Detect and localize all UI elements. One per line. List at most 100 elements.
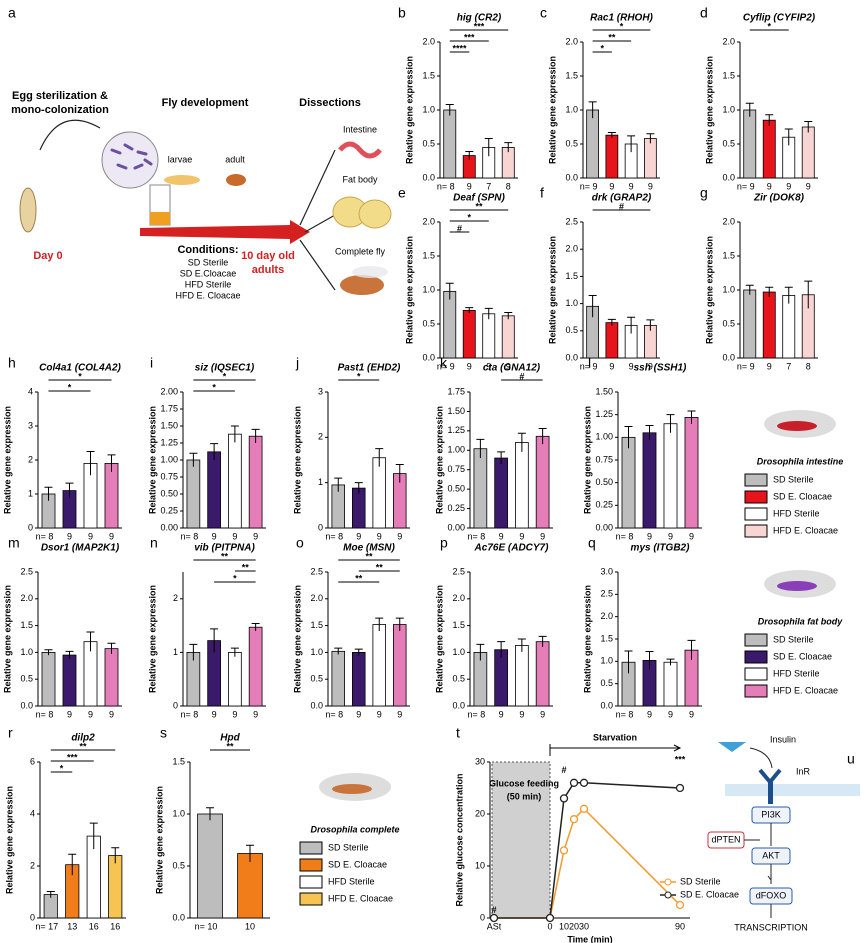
point	[545, 913, 555, 923]
n-label: 9	[647, 709, 652, 719]
n-label: n= 8	[36, 531, 54, 541]
step-label: mono-colonization	[11, 104, 109, 116]
y-tick-label: 1.00	[447, 445, 465, 455]
y-axis-label: Relative gene expression	[147, 585, 157, 693]
bar	[443, 109, 457, 179]
y-tick-label: 2.0	[422, 36, 435, 46]
y-tick-label: 0	[173, 700, 178, 710]
pathway: u Insulin InR PI3K dPTEN AKT dFOXO TRANS…	[707, 734, 860, 932]
legend-title: Drosophila complete	[310, 824, 399, 834]
error-bar	[206, 807, 214, 821]
legend-label: HFD Sterile	[328, 876, 375, 886]
y-tick-label: 0.25	[447, 503, 465, 513]
significance-label: ****	[452, 43, 467, 53]
y-tick-label: 1.5	[310, 620, 323, 630]
y-tick-label: 0.75	[160, 471, 178, 481]
error-bar	[645, 651, 654, 670]
y-tick-label: 0	[30, 912, 35, 922]
point	[675, 783, 685, 793]
n-label: 9	[609, 361, 614, 371]
y-tick-label: 1.5	[172, 756, 185, 766]
y-tick-label: 0.0	[600, 700, 613, 710]
bar	[351, 487, 366, 529]
bar	[482, 313, 496, 359]
y-tick-label: 0.5	[600, 678, 613, 688]
y-axis-label: Relative gene expression	[434, 585, 444, 693]
n-label: 7	[486, 181, 491, 191]
chart-title: dilp2	[71, 733, 95, 744]
error-bar	[784, 128, 793, 146]
y-axis-label: Relative gene expression	[547, 56, 557, 164]
y-tick-label: 1.5	[452, 620, 465, 630]
error-bar	[646, 319, 655, 331]
error-bar	[538, 428, 547, 445]
error-bar	[745, 284, 754, 295]
y-tick-label: 1	[28, 488, 33, 498]
schematic: a Egg sterilization & mono-colonization …	[8, 5, 392, 300]
y-tick-label: 0.0	[422, 172, 435, 182]
n-label: 9	[377, 709, 382, 719]
y-tick-label: 1.5	[600, 633, 613, 643]
condition: SD E.Cloacae	[180, 268, 237, 278]
chart-title: Col4a1 (COL4A2)	[39, 363, 121, 374]
bar	[443, 290, 457, 359]
y-tick-label: 1.50	[160, 420, 178, 430]
error-bar	[517, 638, 526, 652]
y-tick-label: 0.5	[310, 674, 323, 684]
point	[569, 778, 579, 787]
n-label: 9	[67, 531, 72, 541]
bar	[515, 645, 529, 707]
y-tick-label: 1.0	[565, 298, 578, 308]
y-tick-label: 0.5	[452, 674, 465, 684]
y-tick-label: 2.0	[452, 593, 465, 603]
legend-label: SD Sterile	[328, 842, 369, 852]
x-tick-label: 20	[569, 921, 579, 931]
error-bar	[334, 647, 343, 655]
food	[150, 212, 170, 225]
panel-letter: q	[588, 535, 596, 551]
panel-letter: a	[8, 5, 16, 21]
n-label: n= 8	[325, 709, 343, 719]
legend-swatch	[744, 490, 768, 504]
y-axis-label: Relative gene expression	[404, 236, 414, 344]
day-label: adults	[252, 264, 284, 276]
bar	[494, 649, 508, 707]
bar	[621, 436, 636, 529]
error-bar	[86, 631, 95, 652]
point	[489, 913, 499, 923]
error-bar	[476, 438, 485, 459]
y-axis-label: Relative gene expression	[4, 786, 14, 894]
error-bar	[517, 432, 526, 452]
bar	[392, 624, 407, 707]
significance-label: **	[226, 741, 234, 751]
bar	[104, 648, 119, 707]
y-tick-label: 2.0	[600, 611, 613, 621]
insulin-icon	[718, 742, 746, 752]
panel-letter: k	[440, 355, 448, 371]
y-tick-label: 6	[30, 756, 35, 766]
x-tick-label: ASt	[487, 921, 502, 931]
y-tick-label: 0.5	[565, 325, 578, 335]
bar	[535, 435, 550, 529]
n-label: 9	[806, 181, 811, 191]
bar	[372, 457, 387, 529]
n-label: n= 9	[737, 181, 755, 191]
tissue-label: Intestine	[343, 124, 377, 134]
error-bar	[44, 649, 53, 656]
bar	[642, 432, 657, 529]
point	[559, 846, 569, 855]
y-tick-label: 2	[318, 432, 323, 442]
n-label: 16	[110, 921, 120, 931]
significance-label: #	[457, 223, 462, 233]
bacteria-icon	[101, 131, 159, 189]
y-tick-label: 0.0	[565, 352, 578, 362]
bacteria	[110, 143, 153, 170]
n-label: 9	[253, 531, 258, 541]
shaded-label: (50 min)	[507, 791, 542, 801]
n-label: n= 9	[580, 361, 598, 371]
y-tick-label: 0.50	[160, 488, 178, 498]
bar	[43, 894, 58, 919]
y-tick-label: 0.0	[20, 700, 33, 710]
n-label: 7	[786, 361, 791, 371]
